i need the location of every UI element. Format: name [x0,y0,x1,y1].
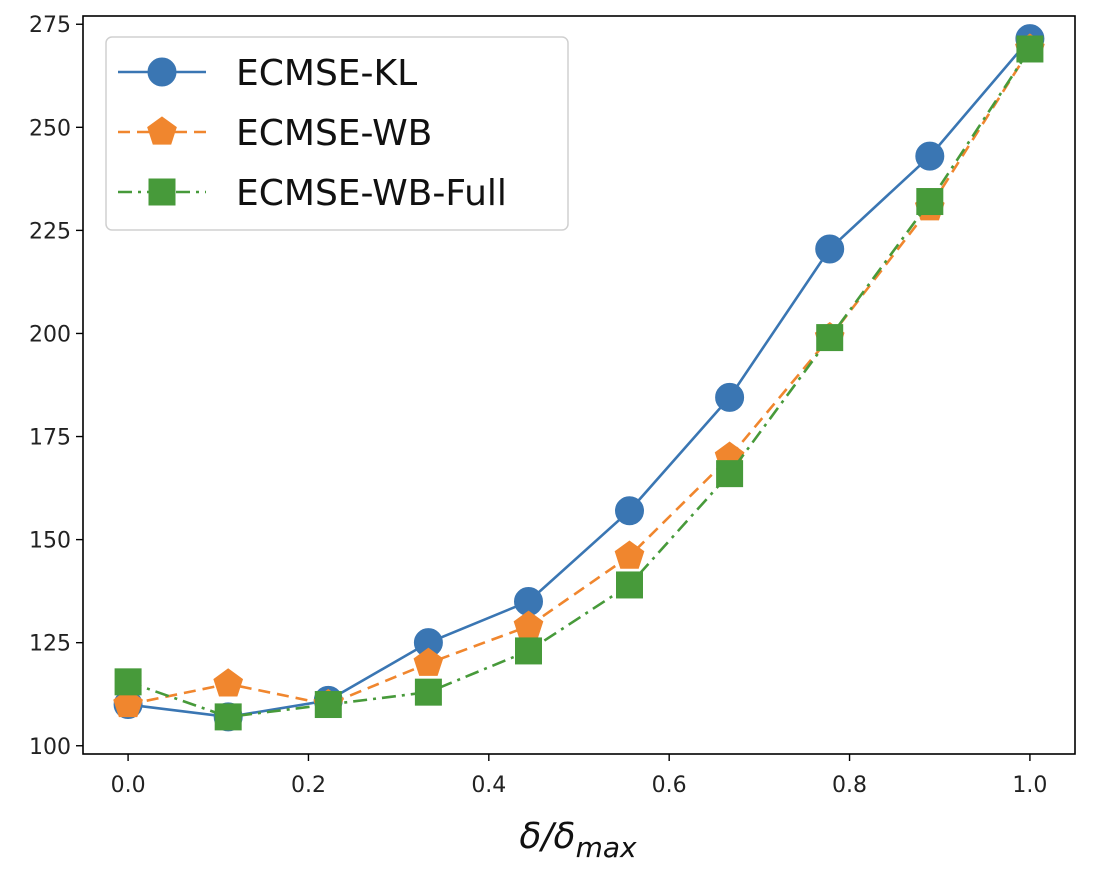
data-point [614,540,645,569]
data-point [113,688,143,718]
y-axis-ticks: 100 125 150 175 200 225 250 275 [29,13,83,760]
data-point [815,234,845,264]
legend-marker [148,178,176,206]
x-tick-label: 0.2 [291,773,326,798]
data-point [615,496,645,526]
legend: ECMSE-KL ECMSE-WB ECMSE-WB-Full [105,36,569,231]
y-tick-label: 225 [29,219,71,244]
x-tick-label: 1.0 [1012,773,1047,798]
y-tick-label: 100 [29,735,71,760]
data-point [314,691,342,719]
data-point [114,668,142,696]
y-tick-label: 150 [29,529,71,554]
series-layer [113,24,1045,732]
data-point [214,703,242,731]
x-axis-ticks: 0.0 0.2 0.4 0.6 0.8 1.0 [111,754,1047,798]
data-point [514,637,542,665]
data-point [513,610,544,639]
legend-label: ECMSE-KL [236,53,417,94]
legend-box [105,36,569,231]
series-line [127,48,1032,706]
data-point [213,668,244,697]
y-tick-label: 250 [29,116,71,141]
x-tick-label: 0.0 [111,773,146,798]
series-ecmse-wb-full [114,35,1044,731]
data-point [1016,35,1044,63]
x-tick-label: 0.4 [471,773,506,798]
data-point [915,141,945,171]
legend-marker [147,116,177,145]
x-axis-label: δ/δmax [519,816,637,864]
data-point [716,460,744,488]
series-line [127,48,1031,719]
series-line [127,37,1031,719]
legend-entry: ECMSE-WB-Full [118,173,507,214]
data-point [916,188,944,216]
data-point [715,382,745,412]
data-point [616,571,644,599]
legend-entry: ECMSE-KL [118,53,417,94]
plot-frame [82,15,1076,755]
x-tick-label: 0.8 [832,773,867,798]
data-point [414,678,442,706]
y-tick-label: 275 [29,13,71,38]
legend-label: ECMSE-WB [236,113,432,154]
data-point [413,647,444,676]
legend-entry: ECMSE-WB [118,113,432,154]
data-point [816,324,844,352]
legend-label: ECMSE-WB-Full [236,173,507,214]
y-tick-label: 125 [29,632,71,657]
x-tick-label: 0.6 [652,773,687,798]
y-tick-label: 175 [29,426,71,451]
legend-marker [147,57,177,87]
y-tick-label: 200 [29,322,71,347]
